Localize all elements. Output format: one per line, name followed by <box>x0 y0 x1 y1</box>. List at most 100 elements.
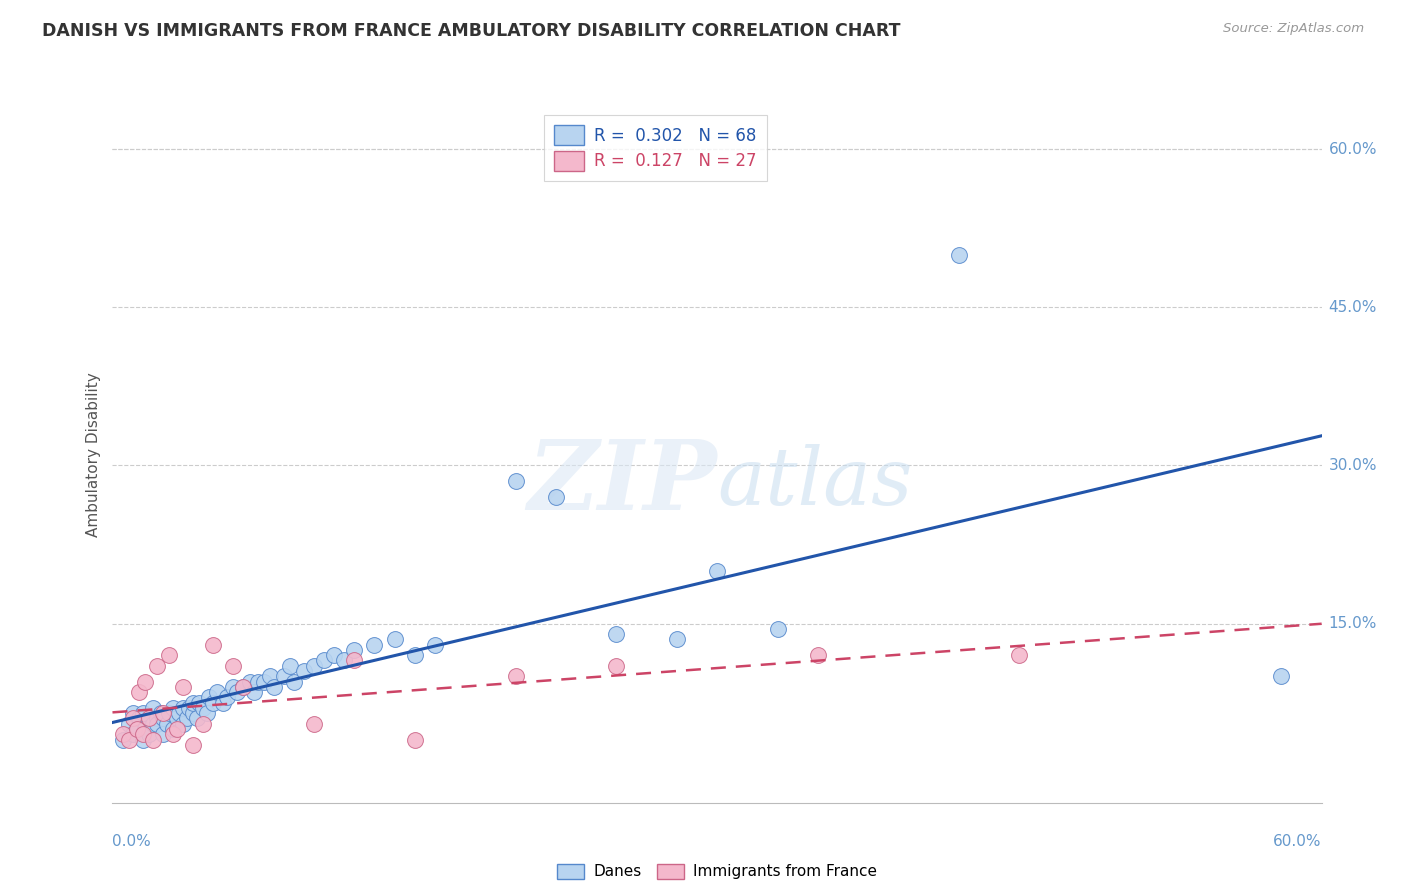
Point <box>138 711 160 725</box>
Point <box>128 685 150 699</box>
Point <box>132 732 155 747</box>
Point <box>198 690 221 705</box>
Point <box>605 658 627 673</box>
Point <box>128 711 150 725</box>
Point <box>142 732 165 747</box>
Point <box>146 716 169 731</box>
Point <box>132 727 155 741</box>
Point <box>1270 669 1292 683</box>
Point <box>152 706 174 721</box>
Point <box>125 722 148 736</box>
Point <box>202 696 225 710</box>
Point <box>706 564 728 578</box>
Point <box>188 696 211 710</box>
Point <box>302 716 325 731</box>
Text: 15.0%: 15.0% <box>1329 616 1376 631</box>
Point <box>505 475 527 489</box>
Point <box>125 722 148 736</box>
Point <box>166 711 188 725</box>
Point <box>111 732 134 747</box>
Point <box>195 706 218 721</box>
Point <box>246 674 269 689</box>
Point <box>149 706 172 721</box>
Point <box>292 664 315 678</box>
Point <box>665 632 688 647</box>
Point <box>263 680 285 694</box>
Text: 0.0%: 0.0% <box>112 834 152 849</box>
Point <box>217 690 239 705</box>
Point <box>232 680 254 694</box>
Point <box>117 716 139 731</box>
Point <box>605 627 627 641</box>
Point <box>134 722 156 736</box>
Point <box>162 727 184 741</box>
Point <box>1008 648 1031 663</box>
Point <box>191 701 214 715</box>
Text: Source: ZipAtlas.com: Source: ZipAtlas.com <box>1223 22 1364 36</box>
Point <box>142 701 165 715</box>
Point <box>162 701 184 715</box>
Point <box>181 706 204 721</box>
Point <box>273 669 295 683</box>
Point <box>172 716 194 731</box>
Point <box>157 706 180 721</box>
Point <box>157 648 180 663</box>
Point <box>253 674 276 689</box>
Point <box>505 669 527 683</box>
Point <box>807 648 830 663</box>
Point <box>222 658 245 673</box>
Point <box>132 706 155 721</box>
Text: atlas: atlas <box>717 444 912 522</box>
Legend: Danes, Immigrants from France: Danes, Immigrants from France <box>551 857 883 886</box>
Point <box>404 732 426 747</box>
Point <box>186 711 208 725</box>
Text: 30.0%: 30.0% <box>1329 458 1376 473</box>
Point <box>343 653 366 667</box>
Point <box>172 701 194 715</box>
Point <box>766 622 789 636</box>
Point <box>232 680 254 694</box>
Point <box>134 674 156 689</box>
Point <box>333 653 356 667</box>
Point <box>948 247 970 261</box>
Point <box>242 685 264 699</box>
Point <box>202 638 225 652</box>
Point <box>152 711 174 725</box>
Point <box>423 638 446 652</box>
Point <box>121 727 143 741</box>
Text: ZIP: ZIP <box>527 436 717 530</box>
Point <box>302 658 325 673</box>
Point <box>138 727 160 741</box>
Point <box>222 680 245 694</box>
Point <box>278 658 301 673</box>
Point <box>323 648 346 663</box>
Point <box>544 490 567 504</box>
Text: 45.0%: 45.0% <box>1329 300 1376 315</box>
Point <box>404 648 426 663</box>
Point <box>146 658 169 673</box>
Point <box>191 716 214 731</box>
Point <box>343 643 366 657</box>
Text: 60.0%: 60.0% <box>1329 142 1376 157</box>
Point <box>363 638 385 652</box>
Point <box>259 669 281 683</box>
Point <box>212 696 235 710</box>
Point <box>152 727 174 741</box>
Y-axis label: Ambulatory Disability: Ambulatory Disability <box>86 373 101 537</box>
Point <box>166 722 188 736</box>
Point <box>181 696 204 710</box>
Point <box>207 685 229 699</box>
Point <box>146 711 169 725</box>
Point <box>121 711 143 725</box>
Point <box>142 716 165 731</box>
Point <box>121 706 143 721</box>
Point <box>167 706 190 721</box>
Text: 60.0%: 60.0% <box>1274 834 1322 849</box>
Point <box>111 727 134 741</box>
Point <box>181 738 204 752</box>
Point <box>172 680 194 694</box>
Point <box>384 632 406 647</box>
Point <box>226 685 249 699</box>
Point <box>162 722 184 736</box>
Point <box>176 711 198 725</box>
